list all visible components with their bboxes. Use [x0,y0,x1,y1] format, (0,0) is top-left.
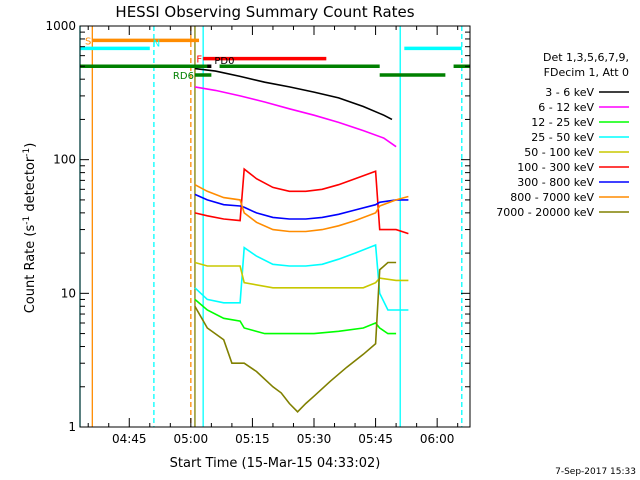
x-axis-label: Start Time (15-Mar-15 04:33:02) [170,456,381,471]
legend: 3 - 6 keV 6 - 12 keV 12 - 25 keV 25 - 50 ke… [496,86,629,219]
event-bar-label: F [196,55,202,66]
y-tick-label: 10 [61,286,76,300]
y-axis: 1 10 100 1000 [45,19,470,434]
legend-label-6-12-kev: 6 - 12 keV [538,101,594,114]
x-tick-label: 05:15 [235,432,270,446]
chart-title: HESSI Observing Summary Count Rates [115,3,414,21]
event-bar-label: RD6 [173,71,194,82]
legend-label-800-7000-kev: 800 - 7000 keV [510,191,594,204]
y-tick-label: 100 [53,153,76,167]
event-bar-label: S [85,36,91,47]
series-line-7000-20000-kev [194,261,397,413]
series-line-300-800-kev [194,193,409,220]
series-line-100-300-kev [194,167,409,235]
plot-frame [79,25,471,428]
series-line-800-7000-kev [194,183,409,233]
x-tick-label: 05:00 [174,432,209,446]
series-line-25-50-kev [194,243,409,311]
y-axis-label-mid: detector [23,156,38,216]
legend-label-300-800-kev: 300 - 800 keV [517,176,594,189]
x-tick-label: 05:30 [297,432,332,446]
legend-label-3-6-kev: 3 - 6 keV [545,86,594,99]
series-line-12-25-kev [194,298,397,335]
series-layer [194,67,409,413]
y-axis-label-main: Count Rate (s [23,225,38,314]
event-bar-label: N [153,38,160,49]
y-tick-label: 1 [68,420,76,434]
y-axis-label-sup1: -1 [22,216,32,225]
legend-label-100-300-kev: 100 - 300 keV [517,161,594,174]
legend-header-line-1: Det 1,3,5,6,7,9, [543,51,629,64]
y-tick-label: 1000 [45,19,76,33]
event-bars: S N F PD0 RD6 [80,36,470,82]
y-axis-label: Count Rate (s-1 detector-1) [22,143,38,314]
legend-label-7000-20000-kev: 7000 - 20000 keV [496,206,594,219]
series-line-3-6-kev [194,67,393,121]
x-tick-label: 05:45 [358,432,393,446]
legend-header-line-2: FDecim 1, Att 0 [544,66,629,79]
legend-label-12-25-kev: 12 - 25 keV [531,116,594,129]
legend-label-25-50-kev: 25 - 50 keV [531,131,594,144]
legend-label-50-100-kev: 50 - 100 keV [524,146,594,159]
y-axis-label-sup2: -1 [22,148,32,157]
footer-date: 7-Sep-2017 15:33 [555,467,636,477]
x-tick-label: 04:45 [112,432,147,446]
x-axis: 04:45 05:00 05:15 05:30 05:45 06:00 [87,26,459,446]
y-axis-label-end: ) [23,143,38,148]
event-bar-label: PD0 [214,56,234,67]
x-tick-label: 06:00 [420,432,455,446]
series-line-6-12-kev [194,86,397,148]
